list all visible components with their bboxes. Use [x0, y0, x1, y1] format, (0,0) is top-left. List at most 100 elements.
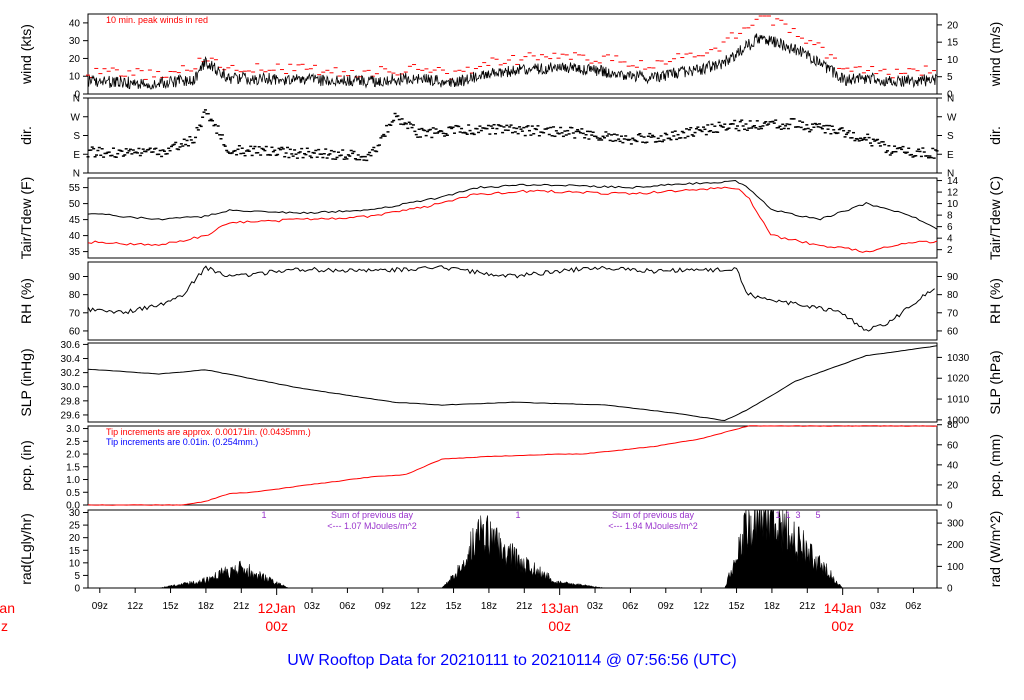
pcp-right-tick-label: 60: [947, 440, 959, 451]
wind-left-tick-label: 10: [69, 72, 81, 83]
rh-line: [87, 265, 935, 332]
rh-left-tick-label: 90: [69, 272, 81, 283]
rad-area: [88, 509, 937, 589]
rad-left-tick-label: 25: [69, 521, 81, 532]
time-axis: 09z 12z 15z 18z 21z 03z 06z 09z 12z 15z 18z 21z 03z 0…: [0, 588, 921, 634]
pcp-left-tick-label: 3.0: [66, 424, 80, 435]
tair-line: [87, 179, 938, 230]
time-tick-label: 06z: [339, 601, 355, 612]
day-label-date: 14Jan: [824, 600, 862, 616]
wind-right-tick-label: 0: [947, 90, 953, 101]
rad-day-marker: 1: [515, 510, 520, 520]
time-tick-label: 03z: [587, 601, 603, 612]
rh-ylabel-right: RH (%): [987, 278, 1003, 324]
slp-right-tick-label: 1010: [947, 395, 970, 406]
rad-day3-marker: 1: [785, 510, 790, 520]
rad-right-tick-label: 0: [947, 584, 953, 595]
slp-right-tick-label: 1030: [947, 353, 970, 364]
time-tick-label: 06z: [622, 601, 638, 612]
rh-right-tick-label: 60: [947, 326, 959, 337]
pcp-left-tick-label: 0.5: [66, 488, 80, 499]
clipped-day-time: z: [1, 618, 8, 634]
temp-right-tick-label: 2: [947, 245, 953, 256]
slp-ylabel-left: SLP (inHg): [18, 348, 34, 416]
temp-left-tick-label: 40: [69, 231, 81, 242]
temp-frame: [87, 177, 938, 259]
rad-left-tick-label: 10: [69, 558, 81, 569]
dir-frame: [87, 97, 938, 174]
pcp-left-tick-label: 1.0: [66, 475, 80, 486]
wind-left-tick-label: 20: [69, 54, 81, 65]
tdew-line: [87, 186, 938, 253]
rh-left-tick-label: 60: [69, 326, 81, 337]
slp-right-tick-label: 1000: [947, 415, 970, 426]
slp-panel: 29.6 29.8 30.0 30.2 30.4 30.6 1000 1010 1020 1030…: [18, 340, 1003, 426]
pcp-left-tick-label: 2.0: [66, 450, 80, 461]
rad-ylabel-right: rad (W/m^2): [987, 511, 1003, 588]
clipped-day-date: Jan: [0, 600, 15, 616]
wind-ylabel-right: wind (m/s): [987, 22, 1003, 88]
wind-panel: 0 10 20 30 40 0 5 10 15 20 wind (kts) wind (m/s) 10 …: [18, 13, 1003, 101]
time-tick-label: 15z: [728, 601, 744, 612]
time-tick-label: 21z: [233, 601, 249, 612]
slp-left-tick-label: 29.6: [61, 410, 81, 421]
slp-left-tick-label: 30.0: [61, 382, 81, 393]
wind-note: 10 min. peak winds in red: [106, 15, 208, 25]
dir-left-tick-label: E: [73, 150, 80, 161]
wind-right-tick-label: 20: [947, 20, 959, 31]
dir-right-tick-label: N: [947, 94, 954, 105]
dir-ylabel-right: dir.: [987, 126, 1003, 145]
time-tick-label: 21z: [799, 601, 815, 612]
rh-right-tick-label: 90: [947, 272, 959, 283]
time-tick-label: 18z: [481, 601, 497, 612]
slp-ylabel-right: SLP (hPa): [987, 350, 1003, 414]
dir-ylabel-left: dir.: [18, 126, 34, 145]
time-tick-label: 12z: [127, 601, 143, 612]
wind-left-tick-label: 0: [74, 90, 80, 101]
time-tick-label: 09z: [375, 601, 391, 612]
dir-left-tick-label: N: [73, 169, 80, 180]
rad-left-tick-label: 0: [74, 584, 80, 595]
pcp-panel: 0.0 0.5 1.0 1.52.0 2.5 3.0 0 20 40 60 80 pcp. (in) p…: [18, 420, 1003, 511]
pcp-line: [87, 425, 938, 506]
pcp-left-tick-label: 2.5: [66, 437, 80, 448]
dir-right-tick-label: S: [947, 131, 954, 142]
rh-frame: [87, 261, 938, 341]
pcp-right-tick-label: 40: [947, 460, 959, 471]
day-label-time: 00z: [831, 618, 854, 634]
temp-ylabel-right: Tair/Tdew (C): [987, 176, 1003, 260]
day-label-time: 00z: [548, 618, 571, 634]
time-tick-label: 03z: [870, 601, 886, 612]
temp-left-tick-label: 55: [69, 183, 81, 194]
rad-left-tick-label: 30: [69, 508, 81, 519]
rad-right-tick-label: 300: [947, 519, 964, 530]
rad-sum-value: <--- 1.07 MJoules/m^2: [327, 521, 417, 531]
rad-day3-marker: 5: [815, 510, 820, 520]
pcp-right-tick-label: 20: [947, 480, 959, 491]
temp-right-tick-label: 6: [947, 222, 953, 233]
time-tick-label: 09z: [658, 601, 674, 612]
pcp-ylabel-right: pcp. (mm): [987, 434, 1003, 497]
day-label-date: 13Jan: [541, 600, 579, 616]
pcp-right-tick-label: 80: [947, 420, 959, 431]
rh-panel: 60 70 80 90 60 70 80 90 RH (%) RH (%): [18, 261, 1003, 341]
rad-ylabel-left: rad(Lgly/hr): [18, 513, 34, 585]
wind-right-tick-label: 10: [947, 55, 959, 66]
slp-right-tick-label: 1020: [947, 374, 970, 385]
rad-left-tick-label: 5: [74, 571, 80, 582]
time-tick-label: 09z: [92, 601, 108, 612]
time-tick-label: 21z: [516, 601, 532, 612]
temp-right-tick-label: 8: [947, 211, 953, 222]
day-label-time: 00z: [265, 618, 288, 634]
dir-right-tick-label: N: [947, 169, 954, 180]
wind-ylabel-left: wind (kts): [18, 24, 34, 85]
pcp-right-tick-label: 0: [947, 501, 953, 512]
chart-title: UW Rooftop Data for 20210111 to 20210114…: [287, 652, 736, 669]
rad-right-tick-label: 200: [947, 540, 964, 551]
slp-frame: [87, 342, 938, 423]
rh-right-tick-label: 70: [947, 308, 959, 319]
wind-right-tick-label: 5: [947, 72, 953, 83]
